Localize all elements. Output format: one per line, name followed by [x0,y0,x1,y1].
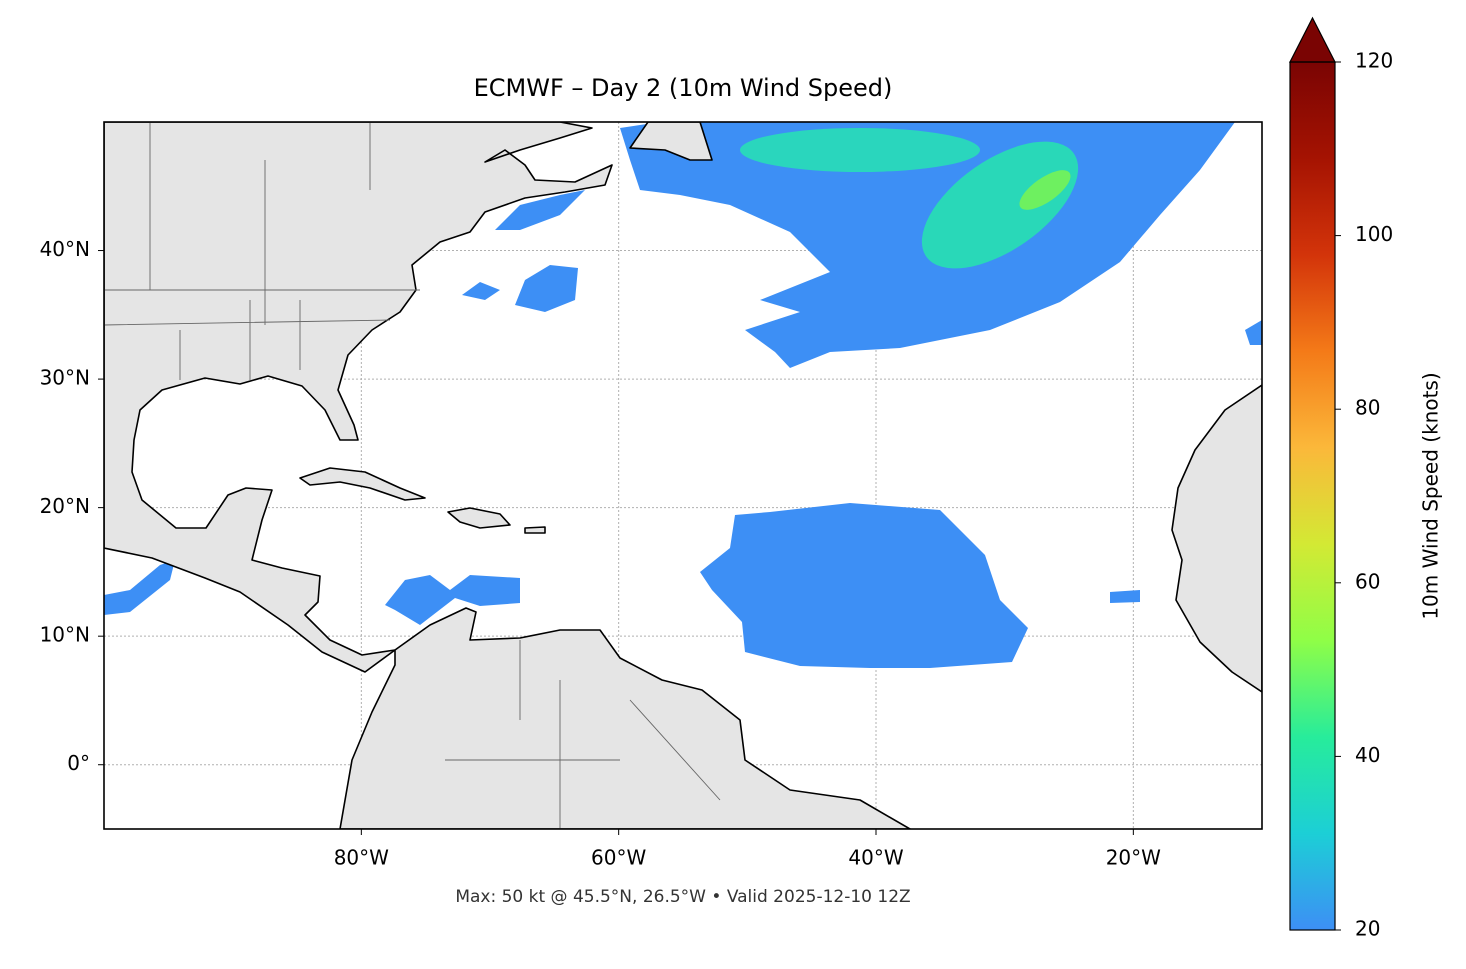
colorbar-tick-label: 100 [1355,222,1393,246]
footnote: Max: 50 kt @ 45.5°N, 26.5°W • Valid 2025… [455,887,910,907]
colorbar-tick-label: 40 [1355,743,1380,767]
y-tick-label: 40°N [40,237,90,261]
land-hispaniola [447,507,511,529]
borders [104,122,721,829]
land-cuba [299,467,426,501]
wind-area [1110,590,1140,603]
chart-title: ECMWF – Day 2 (10m Wind Speed) [474,74,893,102]
x-tick-label: 40°W [848,846,903,870]
land-newfoundland [629,122,713,161]
y-tick-label: 30°N [40,366,90,390]
x-tick-label: 80°W [334,846,389,870]
wind-area [1245,320,1262,345]
wind-core [740,128,980,172]
map-area [104,122,1262,829]
wind-core [1019,170,1071,210]
ticks: 80°W 60°W 40°W 20°W 0° 10°N 20°N 30°N 40°N [40,237,1162,869]
colorbar-tick-label: 20 [1355,917,1380,941]
colorbar-extend [1289,16,1336,63]
land-puerto-rico [524,526,546,534]
colorbar-tick-label: 120 [1355,49,1393,73]
colorbar-label: 10m Wind Speed (knots) [1419,372,1443,619]
x-tick-label: 20°W [1106,846,1161,870]
wind-area [515,265,578,312]
x-tick-label: 60°W [591,846,646,870]
land-south-america [339,607,911,829]
colorbar-body [1290,62,1335,930]
y-tick-label: 0° [67,751,90,775]
wind-area [385,575,520,625]
wind-area [495,190,585,230]
wind-core [921,141,1079,269]
y-tick-label: 10°N [40,623,90,647]
wind-area [700,503,1028,668]
colorbar-tick-label: 60 [1355,569,1380,593]
y-tick-label: 20°N [40,494,90,518]
wind-area [462,282,500,300]
land-africa [1171,384,1262,693]
colorbar: 20 40 60 80 100 120 [1289,16,1393,941]
land-north-america [104,122,613,673]
colorbar-frame [1289,61,1336,931]
wind-area [104,560,175,615]
colorbar-tick-label: 80 [1355,396,1380,420]
axes-frame [103,121,1263,830]
